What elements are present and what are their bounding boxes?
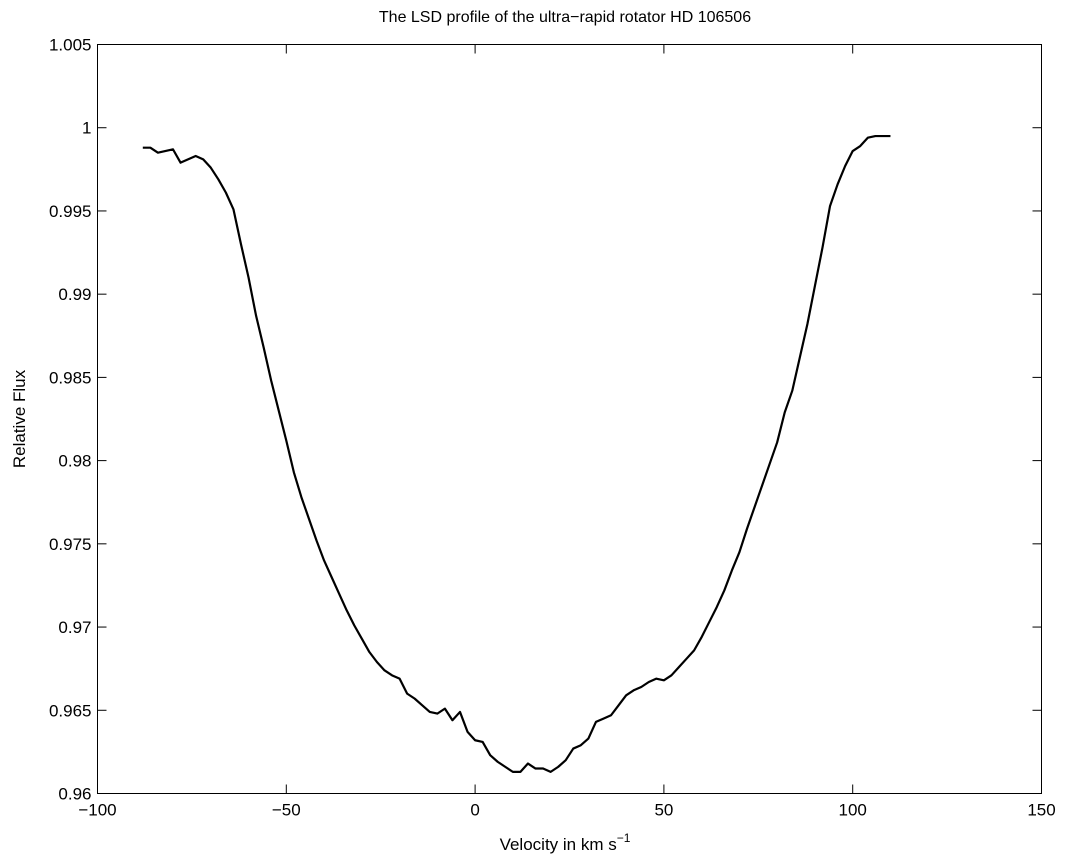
- y-tick-label: 0.97: [58, 618, 91, 637]
- x-axis-ticks: −100 −50 0 50 100 150: [78, 44, 1056, 820]
- y-tick-label: 0.98: [58, 452, 91, 471]
- y-tick-label: 0.965: [49, 701, 92, 720]
- x-axis-label-superscript: −1: [617, 831, 631, 845]
- y-tick-label: 0.975: [49, 535, 92, 554]
- plot-area: [142, 134, 891, 773]
- y-tick-label: 0.995: [49, 202, 92, 221]
- y-tick-label: 0.99: [58, 285, 91, 304]
- x-tick-label: −100: [78, 801, 116, 820]
- x-tick-label: −50: [272, 801, 301, 820]
- y-axis-label: Relative Flux: [10, 369, 29, 468]
- series-line: [142, 134, 891, 773]
- y-tick-label: 1.005: [49, 36, 92, 55]
- x-axis-label-main: Velocity in km s: [500, 835, 617, 854]
- x-tick-label: 50: [654, 801, 673, 820]
- x-axis-label: Velocity in km s−1: [500, 831, 631, 854]
- chart-title: The LSD profile of the ultra−rapid rotat…: [379, 9, 751, 26]
- x-tick-label: 0: [470, 801, 479, 820]
- y-tick-label: 0.96: [58, 785, 91, 804]
- x-tick-label: 100: [839, 801, 867, 820]
- y-axis-ticks: 0.96 0.965 0.97 0.975 0.98 0.985 0.99 0.995 1 1.0…: [49, 36, 1042, 804]
- x-tick-label: 150: [1027, 801, 1055, 820]
- y-tick-label: 0.985: [49, 368, 92, 387]
- axes-frame: [97, 44, 1042, 794]
- y-tick-label: 1: [82, 119, 91, 138]
